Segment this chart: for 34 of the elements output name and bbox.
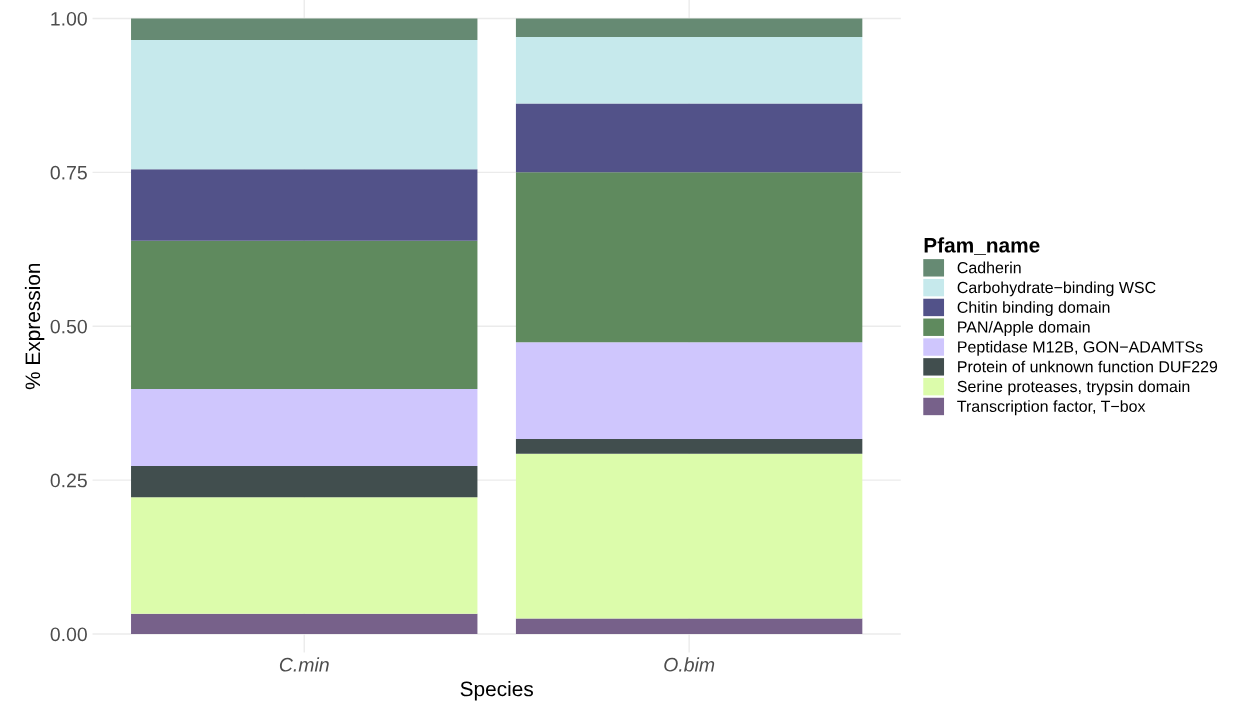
legend-label: Carbohydrate−binding WSC	[957, 281, 1156, 297]
legend-label: Protein of unknown function DUF229	[958, 360, 1218, 373]
legend-label: PAN/Apple domain	[958, 321, 1090, 336]
x-axis-title: Species	[460, 681, 533, 701]
y-tick-label: 0.00	[50, 627, 87, 642]
y-axis-title: % Expression	[24, 263, 45, 390]
y-tick-label: 1.00	[51, 11, 87, 26]
bar	[515, 36, 863, 104]
legend-label: Serine proteases, trypsin domain	[957, 380, 1190, 396]
legend-label: Chitin binding domain	[957, 301, 1110, 317]
y-tick-label: 0.50	[50, 319, 87, 334]
bar	[131, 497, 478, 614]
bar	[131, 169, 478, 241]
legend-label: Cadherin	[957, 261, 1021, 274]
bar	[131, 389, 478, 466]
bar	[515, 342, 863, 439]
bar	[131, 465, 478, 498]
bar	[131, 613, 478, 634]
bar	[515, 453, 863, 619]
bar	[515, 618, 863, 634]
legend-title: Pfam_name	[924, 237, 1040, 255]
x-tick-label: O.bim	[664, 657, 715, 672]
legend-label: Peptidase M12B, GON−ADAMTSs	[958, 340, 1203, 356]
bar	[515, 103, 863, 173]
bar	[131, 40, 478, 170]
legend-label: Transcription factor, T−box	[957, 400, 1146, 416]
bar	[131, 18, 478, 41]
bar	[515, 438, 863, 454]
bar	[131, 240, 478, 390]
bar	[515, 172, 863, 343]
y-tick-label: 0.25	[50, 473, 87, 488]
x-tick-label: C.min	[279, 657, 329, 672]
y-tick-label: 0.75	[50, 165, 87, 180]
bar	[515, 18, 863, 37]
